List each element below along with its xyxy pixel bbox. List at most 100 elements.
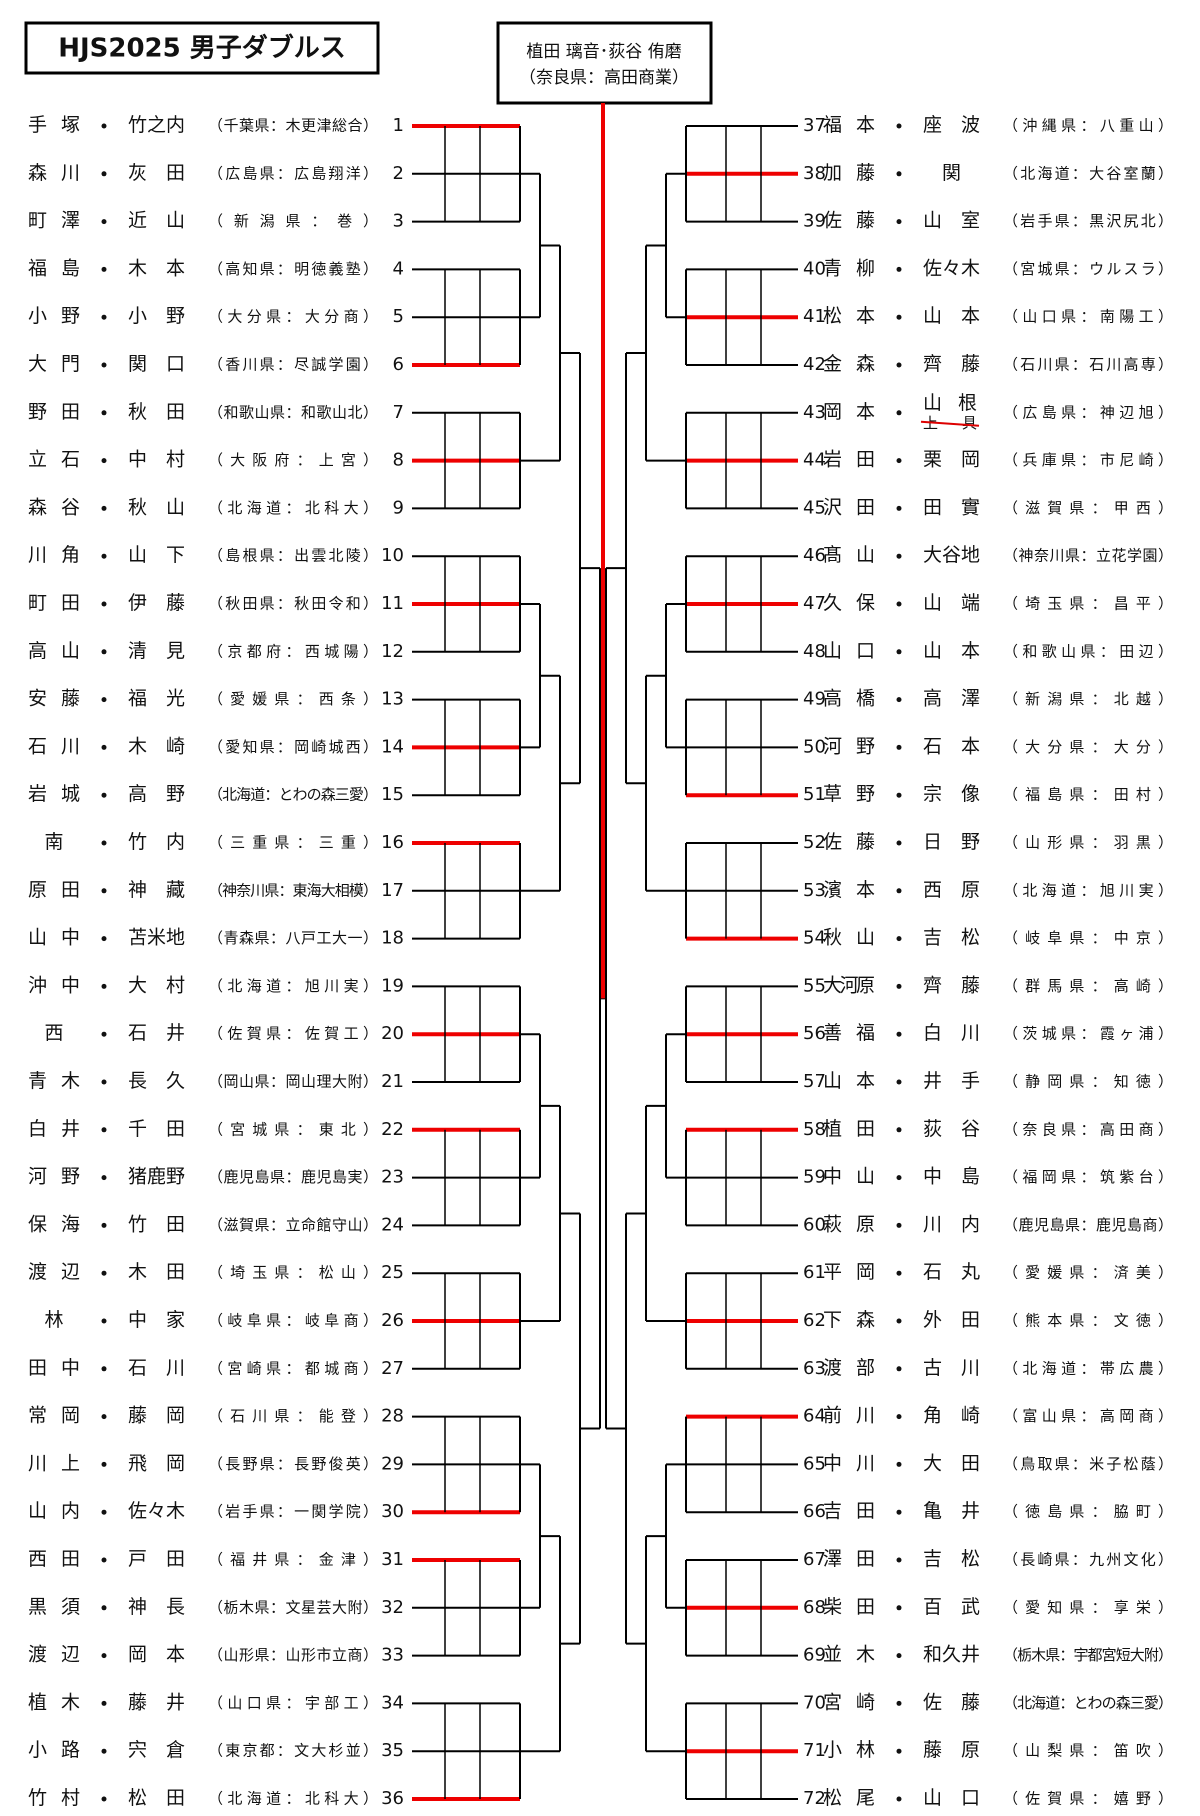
family-name: 西 <box>44 1022 63 1044</box>
family-name: 西田 <box>28 1548 80 1570</box>
name-separator <box>101 1509 107 1515</box>
given-name: 座波 <box>923 114 980 136</box>
name-separator <box>101 1653 107 1659</box>
given-name: 佐藤 <box>923 1691 980 1713</box>
affiliation: （大分県：大分） <box>1003 738 1173 756</box>
name-separator <box>896 1366 902 1372</box>
affiliation: （長野県：長野俊英） <box>208 1455 378 1473</box>
seed-number: 45 <box>803 497 826 518</box>
affiliation: （兵庫県：市尼崎） <box>1003 451 1173 469</box>
family-name: 髙山 <box>823 544 875 566</box>
given-name: 中家 <box>128 1309 185 1331</box>
seed-number: 39 <box>803 211 826 232</box>
seed-number: 55 <box>803 975 826 996</box>
name-separator <box>896 1175 902 1181</box>
name-separator <box>101 840 107 846</box>
given-name: 百武 <box>923 1596 980 1618</box>
affiliation: （鹿児島県：鹿児島商） <box>1003 1216 1173 1234</box>
name-separator <box>101 219 107 225</box>
seed-number: 60 <box>803 1214 826 1235</box>
given-name: 大村 <box>128 974 185 996</box>
seed-number: 19 <box>381 975 404 996</box>
seed-number: 67 <box>803 1549 826 1570</box>
name-separator <box>896 649 902 655</box>
seed-number: 9 <box>393 497 404 518</box>
family-name: 並木 <box>823 1644 875 1666</box>
family-name: 河野 <box>823 735 875 757</box>
given-name: 石川 <box>128 1357 185 1379</box>
given-name: 白川 <box>923 1022 980 1044</box>
affiliation: （青森県：八戸工大一） <box>208 929 378 947</box>
seed-number: 59 <box>803 1167 826 1188</box>
name-separator <box>896 553 902 559</box>
family-name: 高橋 <box>823 688 875 710</box>
family-name: 山本 <box>823 1070 875 1092</box>
seed-number: 53 <box>803 880 826 901</box>
name-separator <box>896 1414 902 1420</box>
given-name: 秋山 <box>128 496 185 518</box>
given-name: 神長 <box>128 1596 185 1618</box>
family-name: 宮崎 <box>823 1691 875 1713</box>
given-name: 日野 <box>923 831 980 853</box>
name-separator <box>101 1605 107 1611</box>
seed-number: 49 <box>803 689 826 710</box>
given-name: 吉松 <box>923 927 980 949</box>
affiliation: （東京都：文大杉並） <box>208 1742 378 1760</box>
name-separator <box>101 1175 107 1181</box>
affiliation: （和歌山県：田辺） <box>1003 642 1173 660</box>
given-name: 吉松 <box>923 1548 980 1570</box>
given-name: 山下 <box>128 544 185 566</box>
affiliation: （北海道：旭川実） <box>208 977 378 995</box>
affiliation: （神奈川県：東海大相模） <box>208 881 378 899</box>
family-name: 平岡 <box>823 1261 875 1283</box>
seed-number: 7 <box>393 402 404 423</box>
seed-number: 50 <box>803 736 826 757</box>
affiliation: （千葉県：木更津総合） <box>208 117 378 135</box>
affiliation: （北海道：とわの森三愛） <box>208 786 378 804</box>
seed-number: 64 <box>803 1406 826 1427</box>
name-separator <box>101 1414 107 1420</box>
family-name: 青柳 <box>823 257 875 279</box>
family-name: 南 <box>44 831 63 853</box>
affiliation: （滋賀県：甲西） <box>1003 499 1173 517</box>
name-separator <box>101 649 107 655</box>
affiliation: （山口県：南陽工） <box>1003 308 1173 326</box>
seed-number: 20 <box>381 1023 404 1044</box>
seed-number: 71 <box>803 1740 826 1761</box>
family-name: 加藤 <box>823 162 875 184</box>
seed-number: 1 <box>393 115 404 136</box>
affiliation: （石川県：石川高専） <box>1003 356 1173 374</box>
given-name: 藤岡 <box>128 1405 185 1427</box>
name-separator <box>896 458 902 464</box>
affiliation: （島根県：出雲北陵） <box>208 547 378 565</box>
given-name: 近山 <box>128 210 185 232</box>
family-name: 前川 <box>823 1405 875 1427</box>
seed-number: 17 <box>381 880 404 901</box>
affiliation: （神奈川県：立花学園） <box>1003 547 1173 565</box>
given-name: 高野 <box>128 783 185 805</box>
family-name: 中山 <box>823 1166 875 1188</box>
affiliation: （鳥取県：米子松蔭） <box>1003 1455 1173 1473</box>
name-separator <box>101 1127 107 1133</box>
family-name: 中川 <box>823 1452 875 1474</box>
name-separator <box>896 792 902 798</box>
family-name: 手塚 <box>28 114 80 136</box>
affiliation: （岩手県：一関学院） <box>208 1503 378 1521</box>
name-separator <box>896 505 902 511</box>
seed-number: 25 <box>381 1262 404 1283</box>
seed-number: 27 <box>381 1358 404 1379</box>
name-separator <box>896 1270 902 1276</box>
seed-number: 2 <box>393 163 404 184</box>
family-name: 植田 <box>823 1118 875 1140</box>
given-name: 松田 <box>128 1787 185 1809</box>
name-separator <box>101 458 107 464</box>
family-name: 沢田 <box>823 496 875 518</box>
name-separator <box>101 410 107 416</box>
family-name: 森谷 <box>28 496 80 518</box>
name-separator <box>896 1557 902 1563</box>
given-name: 小野 <box>128 305 185 327</box>
affiliation: （広島県：神辺旭） <box>1003 403 1173 421</box>
affiliation: （熊本県：文徳） <box>1003 1312 1173 1330</box>
title: HJS2025 男子ダブルス <box>58 33 346 64</box>
seed-number: 38 <box>803 163 826 184</box>
